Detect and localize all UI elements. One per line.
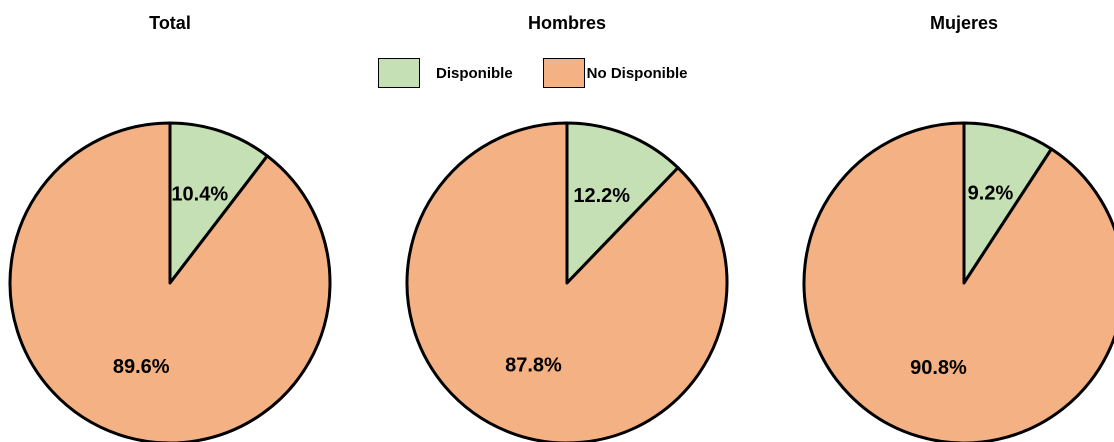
pie-label-mujeres-no-disponible: 90.8% bbox=[910, 357, 967, 379]
legend-swatch-no-disponible bbox=[542, 58, 585, 88]
pie-label-total-disponible: 10.4% bbox=[171, 183, 228, 205]
pie-label-total-no-disponible: 89.6% bbox=[113, 356, 170, 378]
pie-slice-mujeres-disponible bbox=[962, 121, 1053, 285]
chart-title-hombres: Hombres bbox=[527, 13, 607, 33]
legend-label-disponible: Disponible bbox=[436, 64, 513, 82]
legend-item-no-disponible: No Disponible bbox=[542, 58, 688, 88]
legend-item-disponible: Disponible bbox=[378, 58, 513, 88]
pie-label-hombres-disponible: 12.2% bbox=[573, 185, 630, 207]
legend-label-no-disponible: No Disponible bbox=[586, 64, 688, 82]
pie-label-hombres-no-disponible: 87.8% bbox=[505, 354, 562, 376]
pie-slice-hombres-disponible bbox=[565, 121, 680, 285]
pie-slice-total-no-disponible bbox=[8, 121, 332, 442]
chart-title-total: Total bbox=[149, 13, 191, 33]
pie-slice-total-disponible bbox=[168, 121, 269, 285]
pie-label-mujeres-disponible: 9.2% bbox=[968, 182, 1014, 204]
chart-title-mujeres: Mujeres bbox=[929, 13, 999, 33]
pie-slice-mujeres-no-disponible bbox=[802, 121, 1114, 442]
legend-swatch-disponible bbox=[378, 58, 420, 88]
pie-slice-hombres-no-disponible bbox=[405, 121, 729, 442]
legend: Disponible No Disponible bbox=[378, 58, 688, 88]
